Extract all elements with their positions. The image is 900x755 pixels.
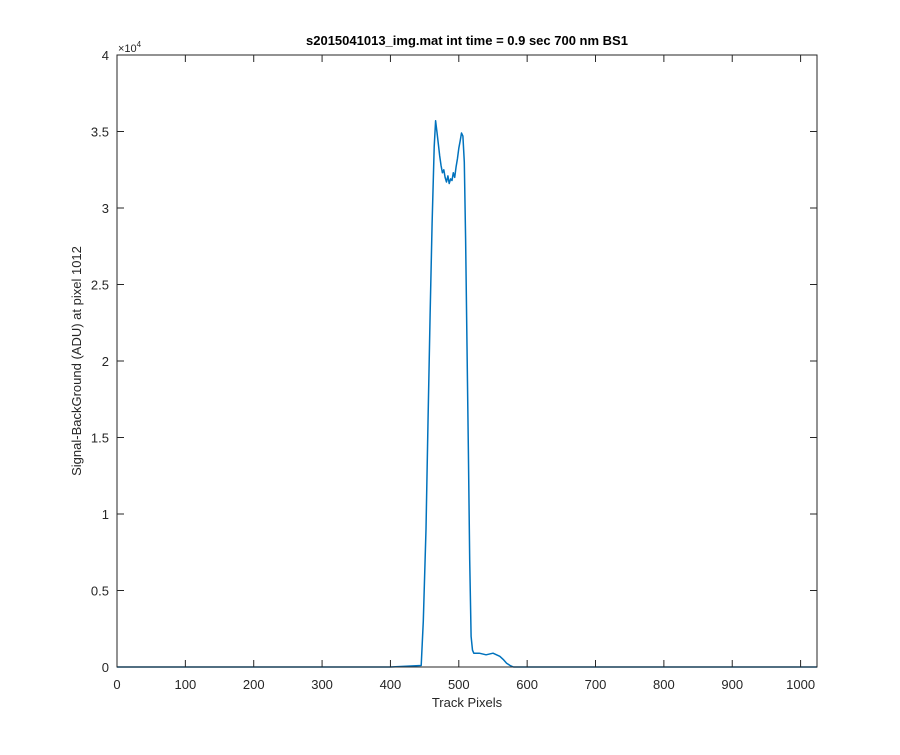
x-tick-label: 1000 <box>786 677 815 692</box>
y-tick-label: 1 <box>102 507 109 522</box>
chart-title: s2015041013_img.mat int time = 0.9 sec 7… <box>306 33 628 48</box>
y-tick-label: 1.5 <box>91 431 109 446</box>
x-tick-label: 500 <box>448 677 470 692</box>
y-tick-label: 0.5 <box>91 584 109 599</box>
x-tick-label: 400 <box>380 677 402 692</box>
plot-area <box>117 55 817 667</box>
x-tick-label: 200 <box>243 677 265 692</box>
x-axis-label: Track Pixels <box>432 695 503 710</box>
y-axis-label: Signal-BackGround (ADU) at pixel 1012 <box>69 246 84 476</box>
x-tick-label: 0 <box>113 677 120 692</box>
x-tick-label: 300 <box>311 677 333 692</box>
x-tick-label: 800 <box>653 677 675 692</box>
y-tick-label: 4 <box>102 48 109 63</box>
x-tick-label: 700 <box>585 677 607 692</box>
x-tick-label: 600 <box>516 677 538 692</box>
x-tick-label: 900 <box>721 677 743 692</box>
y-tick-label: 2.5 <box>91 278 109 293</box>
y-tick-label: 3 <box>102 201 109 216</box>
y-tick-label: 3.5 <box>91 125 109 140</box>
y-axis-multiplier-exponent: 4 <box>137 40 142 49</box>
y-axis-multiplier-base: ×10 <box>118 43 137 55</box>
y-axis-multiplier: ×104 <box>118 40 142 55</box>
y-tick-label: 0 <box>102 660 109 675</box>
x-tick-label: 100 <box>175 677 197 692</box>
y-tick-label: 2 <box>102 354 109 369</box>
